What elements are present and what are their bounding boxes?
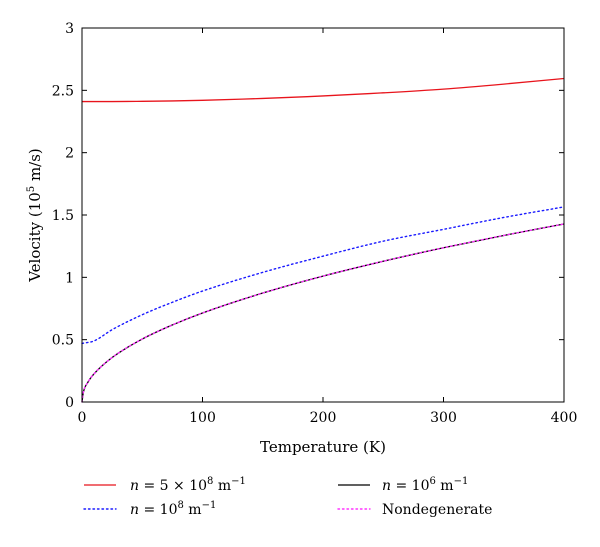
x-axis: 0 100 200 300 400 <box>78 28 578 426</box>
x-tick-label: 100 <box>189 410 216 426</box>
legend-label: n = 108 m−1 <box>130 500 216 518</box>
legend-label: n = 5 × 108 m−1 <box>130 476 246 494</box>
y-tick-label: 2 <box>65 146 74 162</box>
series-line-n5e8 <box>82 77 565 103</box>
x-axis-title: Temperature (K) <box>260 438 386 456</box>
y-tick-label: 0.5 <box>52 333 74 349</box>
legend-item-n5e8: n = 5 × 108 m−1 <box>84 476 246 494</box>
x-tick-label: 0 <box>78 410 87 426</box>
y-tick-label: 2.5 <box>52 83 74 99</box>
x-tick-label: 200 <box>310 410 337 426</box>
y-axis-title: Velocity (105 m/s) <box>26 148 44 283</box>
y-tick-label: 0 <box>65 395 74 411</box>
legend-label: n = 106 m−1 <box>382 476 468 494</box>
legend: n = 5 × 108 m−1 n = 106 m−1 n = 108 m−1 Non… <box>83 476 492 518</box>
x-tick-label: 400 <box>551 410 578 426</box>
y-axis-title-main: Velocity (10 <box>26 192 44 283</box>
series-layer <box>81 77 565 403</box>
x-tick-label: 300 <box>430 410 457 426</box>
y-axis: 0 0.5 1 1.5 2 2.5 3 <box>52 21 564 411</box>
y-axis-title-unit: m/s) <box>26 148 44 186</box>
legend-item-n1e8: n = 108 m−1 <box>83 500 216 518</box>
y-tick-label: 1 <box>65 270 74 286</box>
y-tick-label: 1.5 <box>52 208 74 224</box>
series-line-nondeg <box>81 223 565 403</box>
legend-item-nondeg: Nondegenerate <box>337 502 492 518</box>
legend-label: Nondegenerate <box>382 502 492 518</box>
y-tick-label: 3 <box>65 21 74 37</box>
legend-item-n1e6: n = 106 m−1 <box>338 476 468 494</box>
plot-background <box>82 28 564 402</box>
series-line-n1e8 <box>81 206 565 345</box>
y-axis-title-exponent: 5 <box>26 186 37 192</box>
